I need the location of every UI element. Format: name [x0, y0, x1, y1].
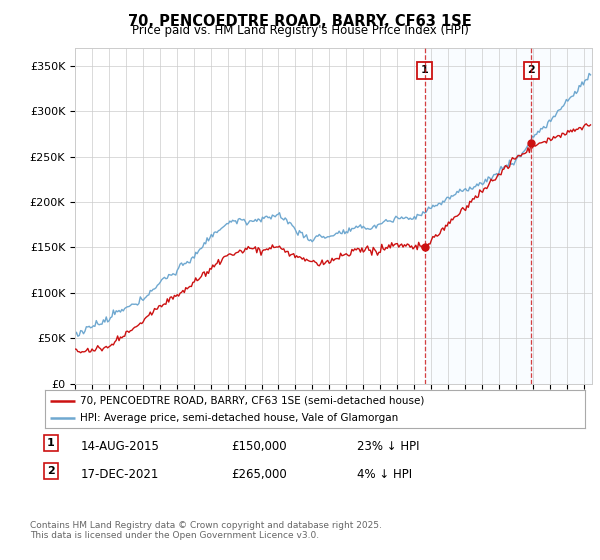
Text: 1: 1	[421, 66, 428, 75]
Text: 2: 2	[527, 66, 535, 75]
Text: 17-DEC-2021: 17-DEC-2021	[81, 468, 160, 480]
Text: Price paid vs. HM Land Registry's House Price Index (HPI): Price paid vs. HM Land Registry's House …	[131, 24, 469, 37]
Text: 23% ↓ HPI: 23% ↓ HPI	[357, 440, 419, 452]
Text: 70, PENCOEDTRE ROAD, BARRY, CF63 1SE: 70, PENCOEDTRE ROAD, BARRY, CF63 1SE	[128, 14, 472, 29]
Text: 1: 1	[47, 438, 55, 448]
Text: £150,000: £150,000	[231, 440, 287, 452]
Text: HPI: Average price, semi-detached house, Vale of Glamorgan: HPI: Average price, semi-detached house,…	[80, 413, 398, 423]
Text: 70, PENCOEDTRE ROAD, BARRY, CF63 1SE (semi-detached house): 70, PENCOEDTRE ROAD, BARRY, CF63 1SE (se…	[80, 395, 424, 405]
Bar	[425, 48, 532, 384]
Text: £265,000: £265,000	[231, 468, 287, 480]
Text: Contains HM Land Registry data © Crown copyright and database right 2025.
This d: Contains HM Land Registry data © Crown c…	[30, 521, 382, 540]
Text: 14-AUG-2015: 14-AUG-2015	[81, 440, 160, 452]
Text: 4% ↓ HPI: 4% ↓ HPI	[357, 468, 412, 480]
Text: 2: 2	[47, 466, 55, 476]
Bar	[532, 48, 592, 384]
